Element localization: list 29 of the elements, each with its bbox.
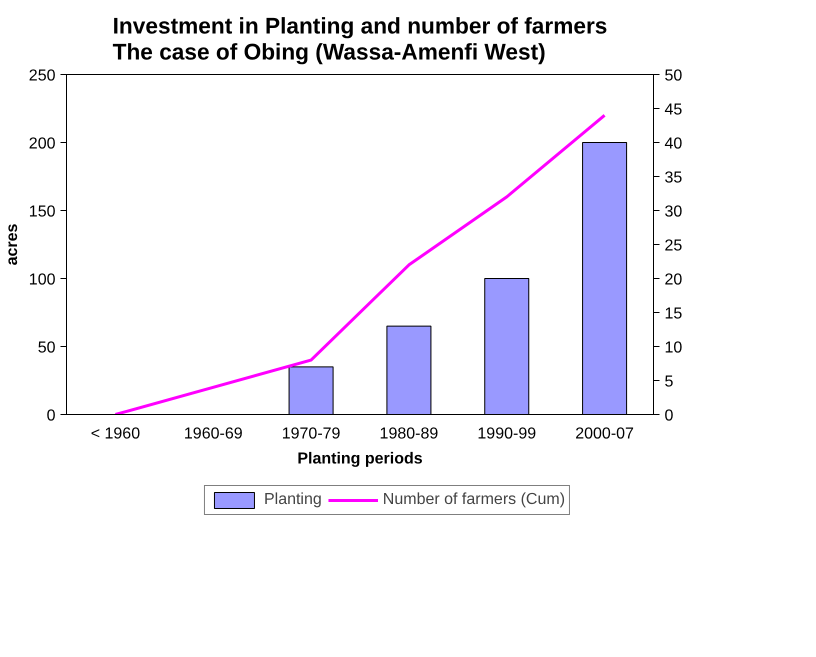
y2-tick-label: 40 [664, 136, 682, 152]
y-tick-label: 250 [28, 68, 56, 84]
x-tick-label: 1960-69 [184, 426, 243, 442]
x-tick-label: 2000-07 [575, 426, 634, 442]
y2-tick-label: 10 [664, 340, 682, 356]
x-tick-label: < 1960 [90, 426, 140, 442]
x-tick-label: 1970-79 [282, 426, 341, 442]
y-tick-label: 50 [38, 340, 56, 356]
x-axis-title: Planting periods [297, 450, 423, 468]
y-axis-title: acres [4, 223, 21, 266]
chart-title: Investment in Planting and number of farmers The case of Obing (Wassa-Amenfi West) [112, 12, 608, 64]
y2-tick-label: 0 [664, 408, 674, 424]
y2-tick-label: 15 [664, 306, 682, 322]
y2-tick-label: 45 [664, 102, 682, 118]
y2-tick-label: 35 [664, 170, 682, 186]
y-tick-label: 0 [46, 408, 56, 424]
y-tick-label: 100 [28, 272, 56, 288]
y2-tick-label: 20 [664, 272, 682, 288]
x-tick-label: 1990-99 [477, 426, 536, 442]
y-tick-label: 150 [28, 204, 56, 220]
y2-tick-label: 5 [664, 374, 674, 390]
line-series [114, 114, 606, 414]
y2-tick-label: 30 [664, 204, 682, 220]
y-tick-label: 200 [28, 136, 56, 152]
legend-label: Planting [264, 491, 322, 509]
x-tick-label: 1980-89 [380, 426, 438, 442]
y2-tick-label: 50 [664, 68, 682, 84]
y2-tick-label: 25 [664, 238, 682, 254]
legend-label: Number of farmers (Cum) [382, 491, 566, 509]
